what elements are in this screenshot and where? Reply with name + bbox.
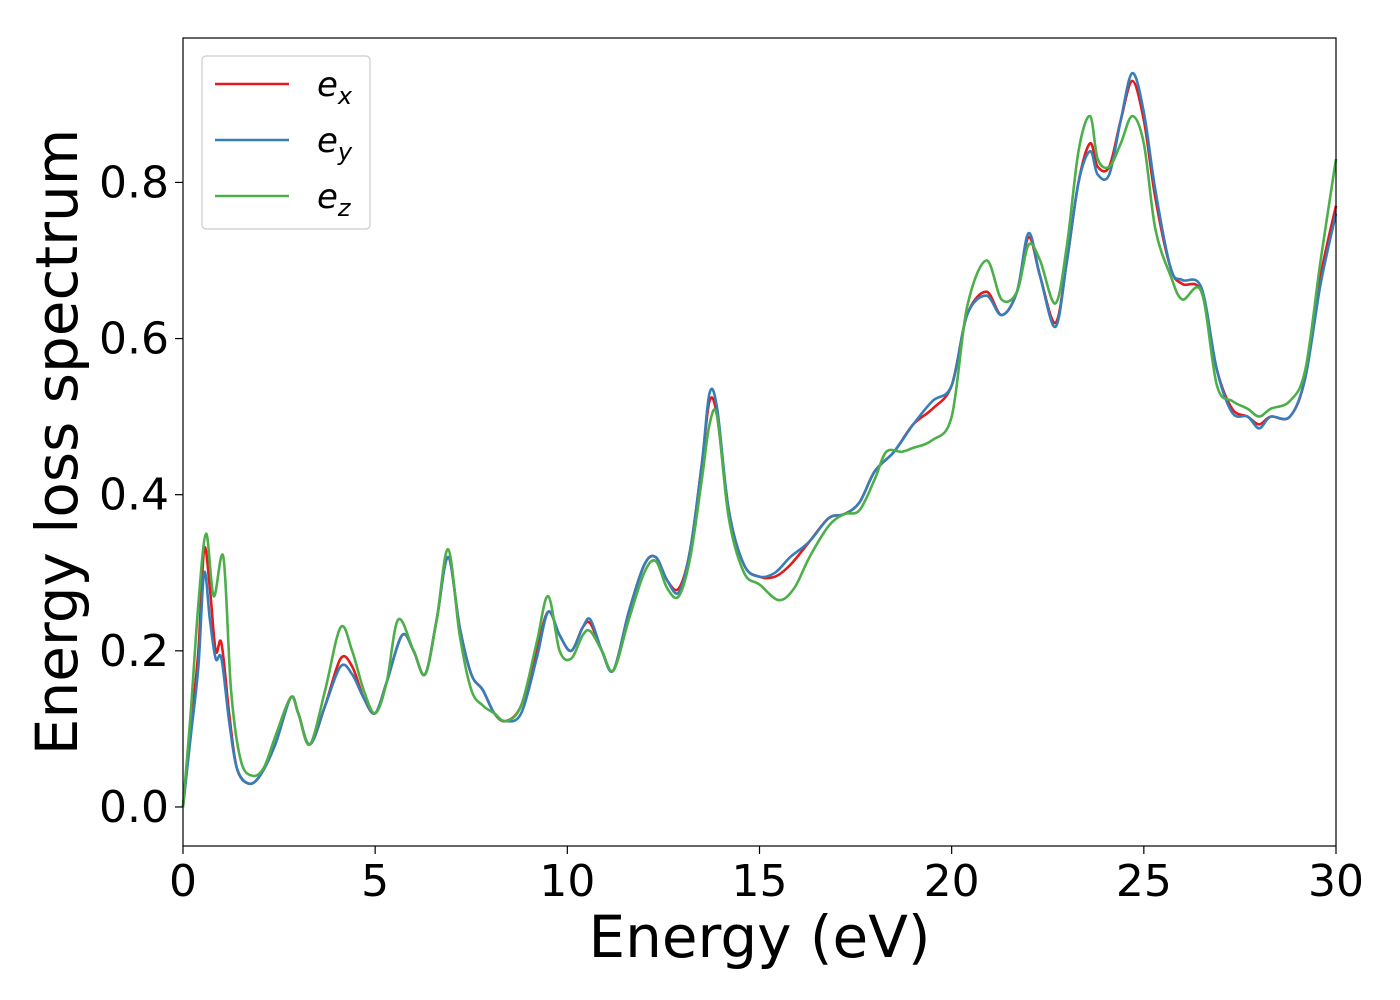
y-axis-label: Energy loss spectrum [23, 129, 91, 755]
x-tick-label: 5 [361, 856, 389, 907]
series-line-e-y [181, 71, 1338, 808]
x-tick-label: 25 [1116, 856, 1172, 907]
plot-background [183, 38, 1336, 846]
legend: ex ey ez [201, 55, 371, 230]
x-tick-label: 20 [924, 856, 980, 907]
x-tick-label: 10 [539, 856, 595, 907]
y-tick-label: 0.4 [99, 470, 169, 521]
legend-label-e-x: ex [317, 65, 353, 110]
series-layer [181, 71, 1338, 808]
x-axis: 0 5 10 15 20 25 30 [169, 846, 1364, 907]
legend-label-e-z: ez [317, 177, 352, 222]
x-tick-label: 0 [169, 856, 197, 907]
y-tick-label: 0.2 [99, 626, 169, 677]
x-tick-label: 15 [732, 856, 788, 907]
y-tick-label: 0.0 [99, 782, 169, 833]
legend-box [201, 55, 371, 230]
y-tick-label: 0.8 [99, 157, 169, 208]
series-line-e-z [181, 114, 1338, 808]
legend-label-e-y: ey [317, 121, 353, 166]
y-tick-label: 0.6 [99, 314, 169, 365]
y-axis: 0.0 0.2 0.4 0.6 0.8 [99, 157, 183, 833]
x-axis-label: Energy (eV) [588, 903, 930, 971]
x-tick-label: 30 [1308, 856, 1364, 907]
